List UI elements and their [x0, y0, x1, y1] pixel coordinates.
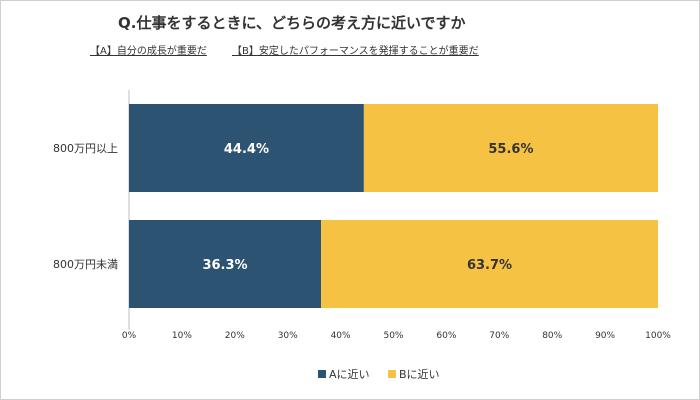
data-label-b-2: 63.7% [467, 258, 512, 273]
x-tick-label: 80% [542, 331, 562, 341]
chart-title: Q.仕事をするときに、どちらの考え方に近いですか [118, 14, 466, 32]
data-label-a-2: 36.3% [202, 258, 247, 273]
x-tick-label: 60% [436, 331, 456, 341]
option-b-description: 【B】安定したパフォーマンスを発揮することが重要だ [232, 46, 479, 57]
x-tick-label: 70% [489, 331, 509, 341]
category-label-2: 800万円未満 [53, 258, 118, 271]
x-tick-label: 90% [595, 331, 615, 341]
legend-label-b: Bに近い [399, 368, 440, 381]
x-tick-label: 0% [122, 331, 137, 341]
x-tick-label: 40% [331, 331, 351, 341]
x-tick-label: 10% [172, 331, 192, 341]
category-label-1: 800万円以上 [53, 142, 118, 155]
x-tick-label: 100% [645, 331, 671, 341]
x-tick-label: 20% [225, 331, 245, 341]
bar-a-1 [129, 104, 364, 192]
data-label-b-1: 55.6% [488, 142, 533, 157]
bar-b-1 [363, 104, 658, 192]
data-label-a-1: 44.4% [224, 142, 269, 157]
legend-label-a: Aに近い [329, 368, 370, 381]
bar-a-2 [129, 220, 322, 308]
legend-swatch-b [388, 370, 396, 378]
legend-swatch-a [318, 370, 326, 378]
bar-b-2 [321, 220, 658, 308]
x-tick-label: 50% [383, 331, 403, 341]
x-tick-label: 30% [278, 331, 298, 341]
option-a-description: 【A】自分の成長が重要だ [90, 46, 207, 57]
